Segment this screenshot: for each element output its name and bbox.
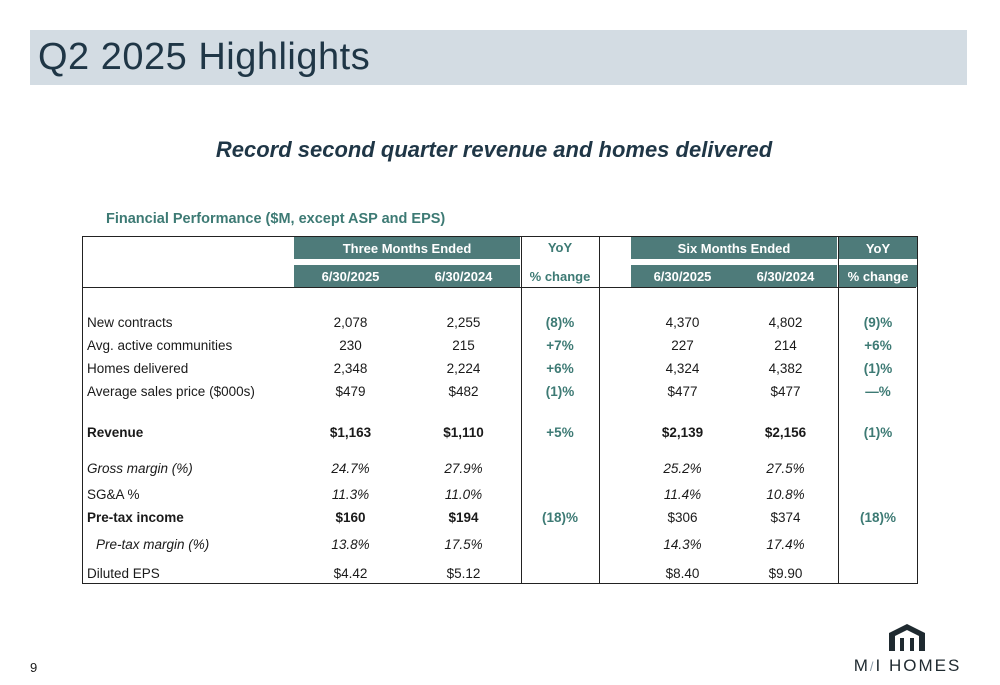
page-number: 9 bbox=[30, 660, 38, 675]
row-label-sga: SG&A % bbox=[87, 487, 140, 502]
cell-value: 11.3% bbox=[331, 487, 370, 502]
cell-value: 10.8% bbox=[766, 487, 805, 502]
cell-value: 27.5% bbox=[766, 461, 805, 476]
cell-yoy: (1)% bbox=[863, 425, 893, 440]
cell-value: 4,370 bbox=[665, 315, 700, 330]
cell-value: 2,255 bbox=[446, 315, 481, 330]
cell-value: 17.5% bbox=[444, 537, 483, 552]
cell-yoy: +6% bbox=[864, 338, 892, 353]
cell-value: $9.90 bbox=[768, 566, 803, 581]
cell-yoy: (1)% bbox=[863, 361, 893, 376]
cell-value: 27.9% bbox=[444, 461, 483, 476]
cell-value: 227 bbox=[671, 338, 694, 353]
row-label-gross-margin: Gross margin (%) bbox=[87, 461, 193, 476]
cell-value: $374 bbox=[770, 510, 801, 525]
cell-value: $160 bbox=[335, 510, 366, 525]
table-divider bbox=[838, 237, 839, 583]
cell-value: 215 bbox=[452, 338, 475, 353]
cell-yoy: (1)% bbox=[545, 384, 575, 399]
row-label-active-communities: Avg. active communities bbox=[87, 338, 233, 353]
cell-value: $4.42 bbox=[333, 566, 368, 581]
three-months-date-header: 6/30/2025 6/30/2024 bbox=[294, 265, 520, 287]
row-label-new-contracts: New contracts bbox=[87, 315, 173, 330]
cell-value: 14.3% bbox=[663, 537, 702, 552]
house-icon bbox=[889, 624, 925, 651]
six-months-header: Six Months Ended bbox=[631, 237, 837, 259]
cell-yoy: (18)% bbox=[859, 510, 896, 525]
row-label-revenue: Revenue bbox=[87, 425, 144, 440]
three-months-header: Three Months Ended bbox=[294, 237, 520, 259]
cell-value: $479 bbox=[335, 384, 366, 399]
cell-value: $2,139 bbox=[661, 425, 704, 440]
cell-value: 25.2% bbox=[663, 461, 702, 476]
cell-value: $477 bbox=[770, 384, 801, 399]
cell-yoy: (8)% bbox=[545, 315, 575, 330]
logo-wordmark: M/I HOMES bbox=[845, 656, 970, 676]
cell-value: $1,163 bbox=[329, 425, 372, 440]
six-months-col-2024: 6/30/2024 bbox=[756, 268, 815, 284]
cell-value: 2,078 bbox=[333, 315, 368, 330]
cell-value: $5.12 bbox=[446, 566, 481, 581]
cell-yoy: +6% bbox=[546, 361, 574, 376]
cell-value: $8.40 bbox=[665, 566, 700, 581]
cell-value: 2,348 bbox=[333, 361, 368, 376]
cell-yoy: (9)% bbox=[863, 315, 893, 330]
table-divider bbox=[521, 237, 522, 583]
cell-yoy: —% bbox=[865, 384, 891, 399]
cell-value: $306 bbox=[667, 510, 698, 525]
cell-value: 230 bbox=[339, 338, 362, 353]
six-months-pct-change-label: % change bbox=[839, 265, 917, 287]
cell-value: 4,324 bbox=[665, 361, 700, 376]
three-months-pct-change-label: % change bbox=[529, 269, 591, 284]
cell-value: 17.4% bbox=[766, 537, 805, 552]
row-label-diluted-eps: Diluted EPS bbox=[87, 566, 160, 581]
cell-value: $194 bbox=[448, 510, 479, 525]
cell-value: 4,802 bbox=[768, 315, 803, 330]
mi-homes-logo: M/I HOMES bbox=[845, 620, 970, 675]
cell-yoy: (18)% bbox=[541, 510, 578, 525]
slide-title: Q2 2025 Highlights bbox=[38, 36, 371, 78]
cell-yoy: +7% bbox=[546, 338, 574, 353]
row-label-pretax-income: Pre-tax income bbox=[87, 510, 184, 525]
title-band: Q2 2025 Highlights bbox=[30, 30, 967, 85]
cell-value: $477 bbox=[667, 384, 698, 399]
three-months-col-2024: 6/30/2024 bbox=[434, 268, 493, 284]
logo-m: M bbox=[853, 656, 870, 675]
cell-value: 11.0% bbox=[444, 487, 483, 502]
cell-value: 24.7% bbox=[331, 461, 370, 476]
logo-homes: I HOMES bbox=[875, 656, 962, 675]
row-label-homes-delivered: Homes delivered bbox=[87, 361, 189, 376]
header-rule bbox=[83, 287, 916, 288]
cell-value: $482 bbox=[448, 384, 479, 399]
cell-value: 13.8% bbox=[331, 537, 370, 552]
cell-value: 214 bbox=[774, 338, 797, 353]
row-label-pretax-margin: Pre-tax margin (%) bbox=[96, 537, 210, 552]
six-months-yoy-label: YoY bbox=[839, 237, 917, 259]
three-months-yoy-label: YoY bbox=[547, 240, 573, 255]
slide-subtitle: Record second quarter revenue and homes … bbox=[215, 137, 773, 162]
logo-slash: / bbox=[869, 659, 876, 674]
six-months-col-2025: 6/30/2025 bbox=[653, 268, 712, 284]
cell-value: $2,156 bbox=[764, 425, 807, 440]
cell-value: 4,382 bbox=[768, 361, 803, 376]
table-divider bbox=[599, 237, 600, 583]
three-months-col-2025: 6/30/2025 bbox=[321, 268, 380, 284]
table-caption: Financial Performance ($M, except ASP an… bbox=[106, 211, 446, 227]
row-label-average-sales-price: Average sales price ($000s) bbox=[87, 384, 255, 399]
cell-value: 11.4% bbox=[663, 487, 702, 502]
cell-yoy: +5% bbox=[546, 425, 574, 440]
cell-value: $1,110 bbox=[443, 425, 484, 440]
six-months-date-header: 6/30/2025 6/30/2024 bbox=[631, 265, 837, 287]
financial-performance-table: Three Months Ended 6/30/2025 6/30/2024 Y… bbox=[82, 236, 918, 584]
cell-value: 2,224 bbox=[446, 361, 481, 376]
